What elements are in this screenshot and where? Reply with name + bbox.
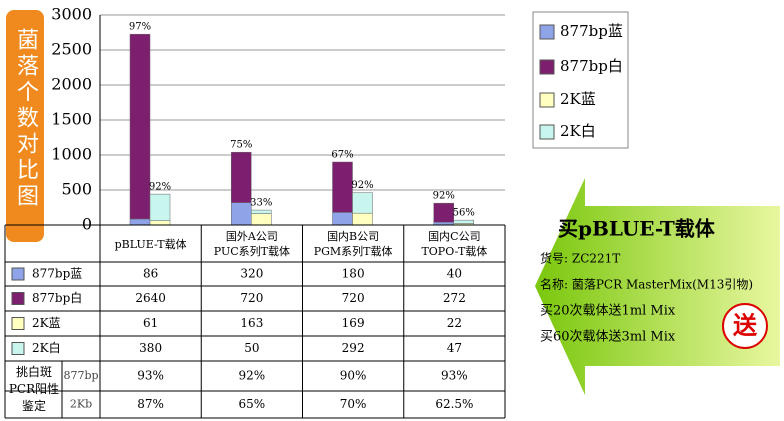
legend-swatch <box>539 59 555 75</box>
table-cell: 163 <box>240 316 263 330</box>
promo-badge: 送 <box>733 311 758 340</box>
table-cell: 93% <box>137 369 164 383</box>
y-tick-label: 1000 <box>51 145 92 164</box>
category-label: 国内C公司 TOPO-T载体 <box>421 230 488 258</box>
bar-segment <box>332 161 353 213</box>
legend-label: 2K蓝 <box>560 90 596 108</box>
bar-segment <box>251 213 272 226</box>
table-cell: 720 <box>240 291 263 305</box>
y-tick-label: 500 <box>61 180 92 199</box>
stack-label: 67% <box>331 150 353 161</box>
legend-swatch <box>539 24 555 40</box>
table-cell: 380 <box>139 341 162 355</box>
table-cell: 22 <box>447 316 462 330</box>
table-cell: 320 <box>240 267 263 281</box>
bar-segment <box>352 212 373 226</box>
y-label-box <box>6 10 44 242</box>
badge-circle <box>722 303 768 349</box>
stack-label: 92% <box>351 180 373 191</box>
bar-segment <box>453 219 474 224</box>
legend-label: 877bp蓝 <box>560 22 623 40</box>
legend-label: 877bp白 <box>560 57 623 75</box>
pcr-title: 挑白斑PCR阳性鉴定 <box>8 365 60 413</box>
pcr-row-name: 877bp <box>63 369 98 382</box>
pcr-row-name: 2Kb <box>70 398 92 411</box>
table-swatch <box>11 317 25 330</box>
bar-segment <box>251 209 272 214</box>
bar-segment <box>129 33 151 220</box>
promo-arrow <box>535 178 780 395</box>
table-cell: 169 <box>342 316 365 330</box>
category-label: pBLUE-T载体 <box>114 237 187 251</box>
bar-segment <box>231 202 252 226</box>
stack-label: 92% <box>149 182 171 193</box>
table-cell: 65% <box>239 397 266 411</box>
stack-label: 75% <box>230 140 252 151</box>
table-cell: 40 <box>447 267 462 281</box>
bar-segment <box>129 218 151 226</box>
promo-product: 名称: 菌落PCR MasterMix(M13引物) <box>540 277 753 292</box>
table-cell: 87% <box>137 397 164 411</box>
table-cell: 93% <box>441 369 468 383</box>
bar-segment <box>352 192 373 214</box>
bar-segment <box>149 220 171 226</box>
table-cell: 86 <box>143 267 158 281</box>
bar-segment <box>149 193 171 221</box>
table-swatch <box>11 267 25 281</box>
table-cell: 62.5% <box>435 397 473 411</box>
category-label: 国内B公司 PGM系列T载体 <box>313 230 393 258</box>
bar-segment <box>332 212 353 226</box>
table-cell: 90% <box>340 369 367 383</box>
promo-offer: 买60次载体送3ml Mix <box>540 329 676 345</box>
bar-segment <box>231 151 252 203</box>
table-cell: 50 <box>244 341 259 355</box>
promo-title: 买pBLUE-T载体 <box>558 217 716 241</box>
legend-label: 2K白 <box>560 122 596 140</box>
y-axis-label: 菌落个数对比图 <box>13 28 38 210</box>
promo-offer: 买20次载体送1ml Mix <box>540 303 676 319</box>
legend-swatch <box>539 92 555 108</box>
table-cell: 720 <box>342 291 365 305</box>
table-cell: 2640 <box>135 291 166 305</box>
table-cell: 292 <box>342 341 365 355</box>
table-cell: 70% <box>340 397 367 411</box>
table-cell: 47 <box>447 341 462 355</box>
y-tick-label: 2500 <box>51 40 92 59</box>
table-cell: 92% <box>239 369 266 383</box>
table-cell: 180 <box>342 267 365 281</box>
legend-swatch <box>539 124 555 140</box>
table-series-name: 2K白 <box>32 340 61 355</box>
stack-label: 92% <box>433 191 455 202</box>
stack-label: 97% <box>129 22 151 33</box>
bar-segment <box>433 202 454 223</box>
table-cell: 272 <box>443 291 466 305</box>
y-tick-label: 3000 <box>51 5 92 24</box>
table-series-name: 877bp白 <box>32 290 82 305</box>
stack-label: 33% <box>250 198 272 209</box>
table-swatch <box>11 292 25 305</box>
stack-label: 56% <box>453 208 475 219</box>
table-cell: 61 <box>143 316 158 330</box>
y-tick-label: 0 <box>82 215 92 234</box>
category-label: 国外A公司 PUC系列T载体 <box>213 230 290 258</box>
table-series-name: 877bp蓝 <box>32 267 82 281</box>
y-tick-label: 1500 <box>51 110 92 129</box>
table-series-name: 2K蓝 <box>32 316 61 330</box>
table-swatch <box>11 342 25 355</box>
y-tick-label: 2000 <box>51 75 92 94</box>
promo-code: 货号: ZC221T <box>540 251 620 266</box>
